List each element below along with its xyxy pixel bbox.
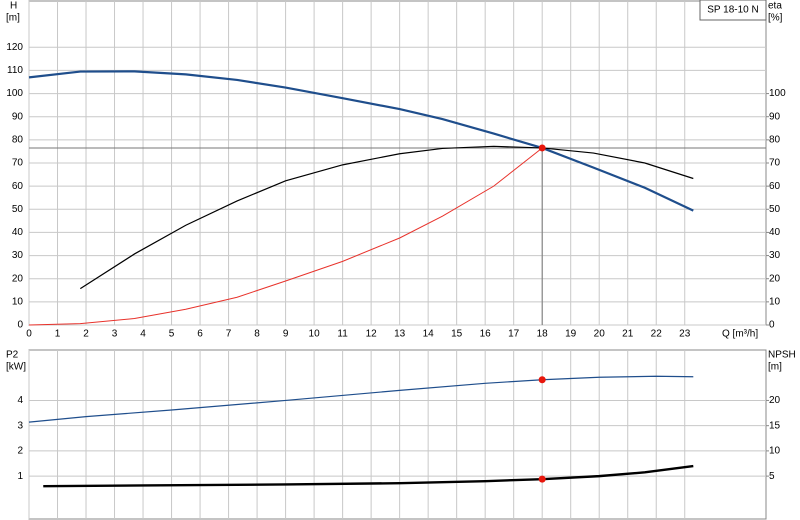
y2-tick-label: 60 — [769, 181, 781, 192]
curve — [28, 375, 694, 423]
y-tick-label: 30 — [12, 250, 24, 261]
y-tick-label: 4 — [17, 395, 23, 406]
legend-text: SP 18-10 N — [707, 5, 759, 16]
y2-tick-label: 10 — [769, 446, 781, 457]
plot-frame — [28, 349, 767, 520]
y-tick-label: 2 — [17, 446, 23, 457]
x-tick-label: 22 — [651, 329, 663, 340]
y-tick-label: 40 — [12, 227, 24, 238]
y2-axis-label: eta — [768, 1, 782, 12]
y2-tick-label: 0 — [769, 320, 775, 331]
x-tick-label: 0 — [26, 329, 32, 340]
y-tick-label: 3 — [17, 420, 23, 431]
y-axis-unit: [kW] — [6, 362, 26, 373]
y-tick-label: 90 — [12, 111, 24, 122]
x-tick-label: 18 — [537, 329, 549, 340]
y-tick-label: 70 — [12, 158, 24, 169]
y-tick-label: 0 — [17, 320, 23, 331]
y2-tick-label: 40 — [769, 227, 781, 238]
x-tick-label: 23 — [679, 329, 691, 340]
y-tick-label: 100 — [6, 88, 23, 99]
curve — [28, 147, 543, 326]
y2-tick-label: 30 — [769, 250, 781, 261]
y2-tick-label: 70 — [769, 158, 781, 169]
y-axis-unit: [m] — [6, 13, 20, 24]
y2-axis-label: NPSH — [768, 350, 796, 361]
y-tick-label: 1 — [17, 471, 23, 482]
x-tick-label: 19 — [565, 329, 577, 340]
y2-tick-label: 10 — [769, 296, 781, 307]
y-tick-label: 60 — [12, 181, 24, 192]
curve — [43, 464, 694, 488]
x-axis-label: Q [m³/h] — [722, 329, 758, 340]
y2-tick-label: 50 — [769, 204, 781, 215]
y2-tick-label: 100 — [769, 88, 786, 99]
y2-tick-label: 20 — [769, 395, 781, 406]
y2-axis-unit: [%] — [768, 13, 783, 24]
x-tick-label: 7 — [226, 329, 232, 340]
y2-axis-unit: [m] — [768, 362, 782, 373]
y-tick-label: 50 — [12, 204, 24, 215]
y2-tick-label: 20 — [769, 273, 781, 284]
x-tick-label: 2 — [83, 329, 89, 340]
x-tick-label: 16 — [480, 329, 492, 340]
y2-tick-label: 15 — [769, 420, 781, 431]
x-tick-label: 11 — [337, 329, 348, 340]
x-tick-label: 3 — [112, 329, 118, 340]
x-tick-label: 9 — [283, 329, 289, 340]
y-tick-label: 120 — [6, 42, 23, 53]
y-tick-label: 110 — [7, 65, 23, 76]
y2-tick-label: 90 — [769, 111, 781, 122]
y2-tick-label: 80 — [769, 134, 781, 145]
curve — [28, 70, 694, 212]
x-tick-label: 14 — [423, 329, 435, 340]
duty-point — [538, 144, 546, 152]
x-tick-label: 21 — [622, 329, 634, 340]
duty-point — [538, 475, 546, 483]
x-tick-label: 15 — [451, 329, 463, 340]
x-tick-label: 1 — [55, 329, 61, 340]
x-tick-label: 6 — [197, 329, 203, 340]
y-axis-label: P2 — [6, 350, 19, 361]
x-tick-label: 12 — [366, 329, 378, 340]
x-tick-label: 13 — [394, 329, 406, 340]
curve — [79, 145, 694, 290]
x-tick-label: 8 — [254, 329, 260, 340]
y-tick-label: 20 — [12, 273, 24, 284]
x-tick-label: 20 — [594, 329, 606, 340]
y-axis-label: H — [10, 1, 17, 12]
y2-tick-label: 5 — [769, 471, 775, 482]
x-tick-label: 17 — [508, 329, 520, 340]
x-tick-label: 5 — [169, 329, 175, 340]
y-tick-label: 10 — [12, 296, 24, 307]
y-tick-label: 80 — [12, 134, 24, 145]
x-tick-label: 10 — [309, 329, 321, 340]
duty-point — [538, 376, 546, 384]
x-tick-label: 4 — [140, 329, 146, 340]
legend-box — [699, 0, 767, 21]
